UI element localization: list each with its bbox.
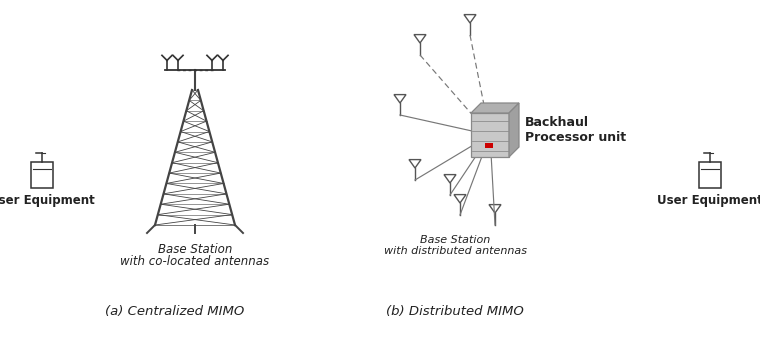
Text: User Equipment: User Equipment xyxy=(657,194,760,207)
Text: Base Station: Base Station xyxy=(420,235,490,245)
Text: with co-located antennas: with co-located antennas xyxy=(120,255,270,268)
Text: Base Station: Base Station xyxy=(158,243,233,256)
Text: User Equipment: User Equipment xyxy=(0,194,95,207)
Bar xyxy=(699,162,721,188)
Polygon shape xyxy=(471,103,519,113)
Bar xyxy=(31,162,53,188)
Bar xyxy=(485,143,493,148)
Text: with distributed antennas: with distributed antennas xyxy=(384,246,527,256)
Text: (b) Distributed MIMO: (b) Distributed MIMO xyxy=(386,305,524,318)
Polygon shape xyxy=(509,103,519,157)
Text: (a) Centralized MIMO: (a) Centralized MIMO xyxy=(106,305,245,318)
Text: Backhaul
Processor unit: Backhaul Processor unit xyxy=(525,116,626,144)
Bar xyxy=(471,113,509,157)
